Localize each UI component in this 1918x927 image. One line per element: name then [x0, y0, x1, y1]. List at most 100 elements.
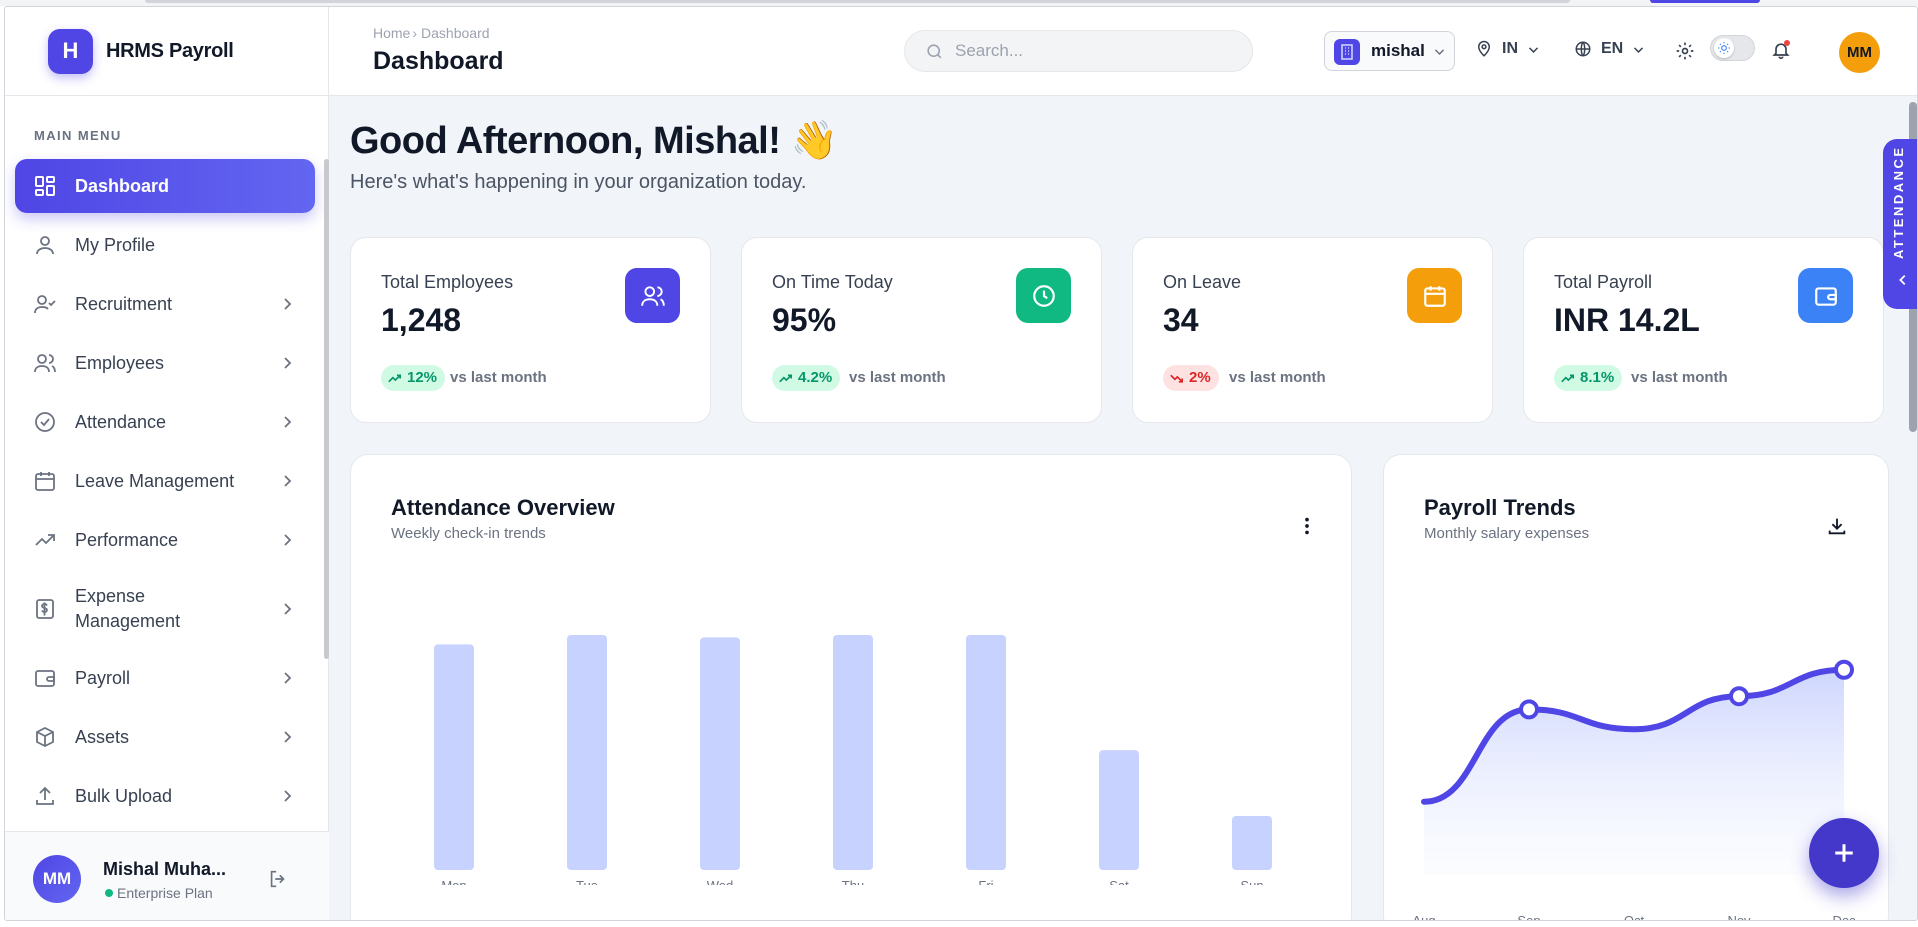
- chevron-right-icon: [284, 731, 292, 743]
- sidebar-item-performance[interactable]: Performance: [15, 513, 315, 567]
- sidebar-item-label: Leave Management: [75, 470, 235, 491]
- sidebar-item-employees[interactable]: Employees: [15, 336, 315, 390]
- map-pin-icon: [1477, 40, 1491, 57]
- card-title: Attendance Overview: [391, 495, 615, 520]
- sidebar-item-label: Attendance: [75, 411, 167, 432]
- building-icon: [1334, 39, 1360, 65]
- trending-up-icon: [35, 534, 55, 546]
- area-fill: [1424, 669, 1844, 875]
- brand-name: HRMS Payroll: [106, 39, 234, 62]
- user-plan: Enterprise Plan: [117, 885, 213, 901]
- chevron-right-icon: [284, 603, 292, 615]
- sidebar-nav: Dashboard My Profile Recruitment Employe…: [15, 159, 315, 828]
- bar-tue[interactable]: [567, 635, 607, 870]
- stat-label: Total Employees: [381, 272, 514, 292]
- region-selector[interactable]: IN: [1475, 40, 1540, 58]
- bell-icon[interactable]: [1771, 40, 1791, 60]
- sidebar-item-expense-management[interactable]: Expense Management: [15, 572, 315, 646]
- trend-line: [1421, 666, 1847, 805]
- stat-card-total-employees[interactable]: Total Employees 1,248 12% vs last month: [350, 237, 711, 423]
- stat-card-total-payroll[interactable]: Total Payroll INR 14.2L 8.1% vs last mon…: [1523, 237, 1884, 423]
- search-box: [904, 30, 1253, 72]
- attendance-overview-card: Attendance Overview Weekly check-in tren…: [350, 454, 1352, 920]
- chevron-right-icon: [284, 416, 292, 428]
- sidebar-item-leave-management[interactable]: Leave Management: [15, 454, 315, 508]
- chevron-left-icon: [1899, 275, 1906, 285]
- top-header: Home›Dashboard Dashboard mishal IN EN: [329, 7, 1917, 96]
- sidebar-item-label: Assets: [75, 726, 130, 747]
- gear-icon[interactable]: [1675, 41, 1695, 61]
- language-value: EN: [1601, 40, 1624, 57]
- organization-selector[interactable]: mishal: [1324, 31, 1455, 71]
- payroll-trends-card: Payroll Trends Monthly salary expenses A…: [1383, 454, 1889, 921]
- more-vertical-icon[interactable]: [1296, 515, 1318, 537]
- sidebar-item-label: Performance: [75, 529, 179, 550]
- chevron-down-icon: [1528, 46, 1539, 53]
- sidebar-item-payroll[interactable]: Payroll: [15, 651, 315, 705]
- sidebar-item-label: My Profile: [75, 234, 156, 255]
- comparison-text: vs last month: [849, 369, 946, 386]
- plus-icon: [1835, 844, 1853, 862]
- stat-value: 95%: [772, 302, 837, 338]
- logout-icon[interactable]: [267, 868, 289, 890]
- sidebar-item-recruitment[interactable]: Recruitment: [15, 277, 315, 331]
- x-tick-label: Tue: [576, 878, 598, 885]
- bar-wed[interactable]: [700, 637, 740, 870]
- sidebar-item-assets[interactable]: Assets: [15, 710, 315, 764]
- data-point[interactable]: [1519, 699, 1539, 720]
- sidebar-item-my-profile[interactable]: My Profile: [15, 218, 315, 272]
- stat-card-on-time-today[interactable]: On Time Today 95% 4.2% vs last month: [741, 237, 1102, 423]
- breadcrumb: Home › Dashboard: [373, 25, 490, 41]
- comparison-text: vs last month: [1229, 369, 1326, 386]
- data-point[interactable]: [1729, 686, 1749, 707]
- card-title: Payroll Trends: [1424, 495, 1576, 520]
- brand[interactable]: H HRMS Payroll: [5, 7, 328, 96]
- wallet-icon: [35, 670, 55, 687]
- users-icon: [34, 354, 56, 373]
- chevron-right-icon: [284, 475, 292, 487]
- avatar[interactable]: MM: [33, 855, 81, 903]
- download-icon[interactable]: [1826, 515, 1848, 537]
- clock-icon: [1016, 268, 1071, 323]
- change-badge: 8.1%: [1554, 365, 1623, 391]
- bar-thu[interactable]: [833, 635, 873, 870]
- search-icon: [927, 44, 942, 59]
- card-subtitle: Monthly salary expenses: [1424, 525, 1590, 542]
- receipt-icon: [36, 599, 54, 619]
- chevron-right-icon: [284, 298, 292, 310]
- wallet-icon: [1798, 268, 1853, 323]
- chevron-down-icon: [1434, 48, 1444, 55]
- breadcrumb-home[interactable]: Home: [373, 25, 411, 41]
- bar-fri[interactable]: [966, 635, 1006, 870]
- language-selector[interactable]: EN: [1574, 40, 1645, 58]
- card-subtitle: Weekly check-in trends: [391, 525, 546, 542]
- x-tick-label: Sep: [1517, 913, 1540, 921]
- sidebar-item-attendance[interactable]: Attendance: [15, 395, 315, 449]
- trend-up-icon: [388, 374, 401, 383]
- sidebar-item-dashboard[interactable]: Dashboard: [15, 159, 315, 213]
- box-icon: [36, 726, 54, 748]
- sidebar-item-bulk-upload[interactable]: Bulk Upload: [15, 769, 315, 823]
- add-fab-button[interactable]: [1809, 818, 1879, 888]
- sidebar-item-label: Expense Management: [75, 586, 181, 631]
- attendance-tab-label: ATTENDANCE: [1891, 145, 1906, 259]
- user-name: Mishal Muha...: [103, 859, 227, 879]
- stat-card-on-leave[interactable]: On Leave 34 2% vs last month: [1132, 237, 1493, 423]
- breadcrumb-current: Dashboard: [421, 25, 490, 41]
- theme-toggle[interactable]: [1710, 35, 1755, 61]
- search-input[interactable]: [955, 41, 1235, 61]
- sidebar-item-label: Employees: [75, 352, 165, 373]
- attendance-side-tab[interactable]: ATTENDANCE: [1883, 139, 1917, 309]
- x-tick-label: Dec: [1832, 913, 1856, 921]
- avatar[interactable]: MM: [1839, 32, 1880, 73]
- x-tick-label: Oct: [1624, 913, 1645, 921]
- sidebar-scrollbar[interactable]: [324, 159, 329, 659]
- user-check-icon: [34, 295, 56, 314]
- bar-sun[interactable]: [1232, 815, 1272, 870]
- chevron-right-icon: [284, 672, 292, 684]
- data-point[interactable]: [1834, 659, 1854, 680]
- change-badge: 12%: [381, 365, 446, 391]
- bar-mon[interactable]: [434, 644, 474, 870]
- bar-sat[interactable]: [1099, 750, 1139, 870]
- users-icon: [625, 268, 680, 323]
